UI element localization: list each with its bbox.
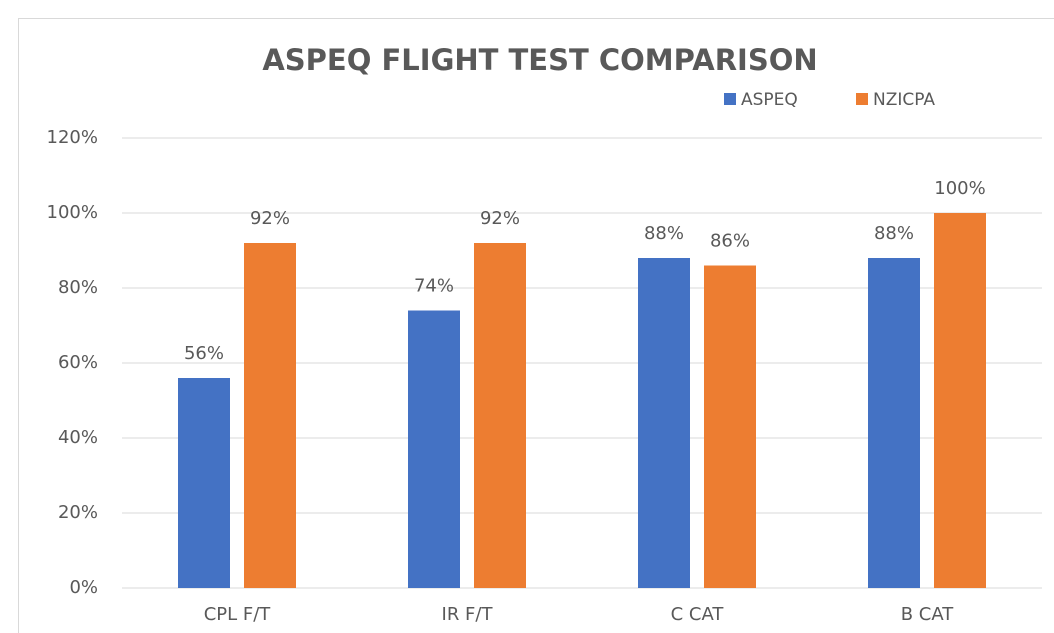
bar [178,378,230,588]
data-label: 92% [250,208,290,229]
data-label: 88% [874,223,914,244]
chart-title: ASPEQ FLIGHT TEST COMPARISON [262,43,817,77]
y-tick-label: 40% [58,427,98,448]
y-tick-label: 100% [47,202,98,223]
data-label: 88% [644,223,684,244]
data-label: 100% [934,178,985,199]
x-tick-label: IR F/T [442,604,494,625]
x-tick-label: C CAT [671,604,725,625]
bar [704,265,756,588]
bar [934,213,986,588]
legend-label: NZICPA [873,90,935,110]
y-tick-label: 120% [47,127,98,148]
y-tick-label: 20% [58,502,98,523]
bar [474,243,526,588]
bar [638,258,690,588]
bar [868,258,920,588]
x-tick-label: B CAT [901,604,955,625]
legend-label: ASPEQ [741,90,798,110]
y-tick-label: 80% [58,277,98,298]
bar [408,310,460,588]
legend-swatch [856,93,868,105]
x-tick-label: CPL F/T [204,604,272,625]
y-tick-label: 60% [58,352,98,373]
legend-swatch [724,93,736,105]
data-label: 92% [480,208,520,229]
y-tick-label: 0% [69,577,98,598]
data-label: 74% [414,276,454,297]
data-label: 86% [710,231,750,252]
bar [244,243,296,588]
data-label: 56% [184,343,224,364]
